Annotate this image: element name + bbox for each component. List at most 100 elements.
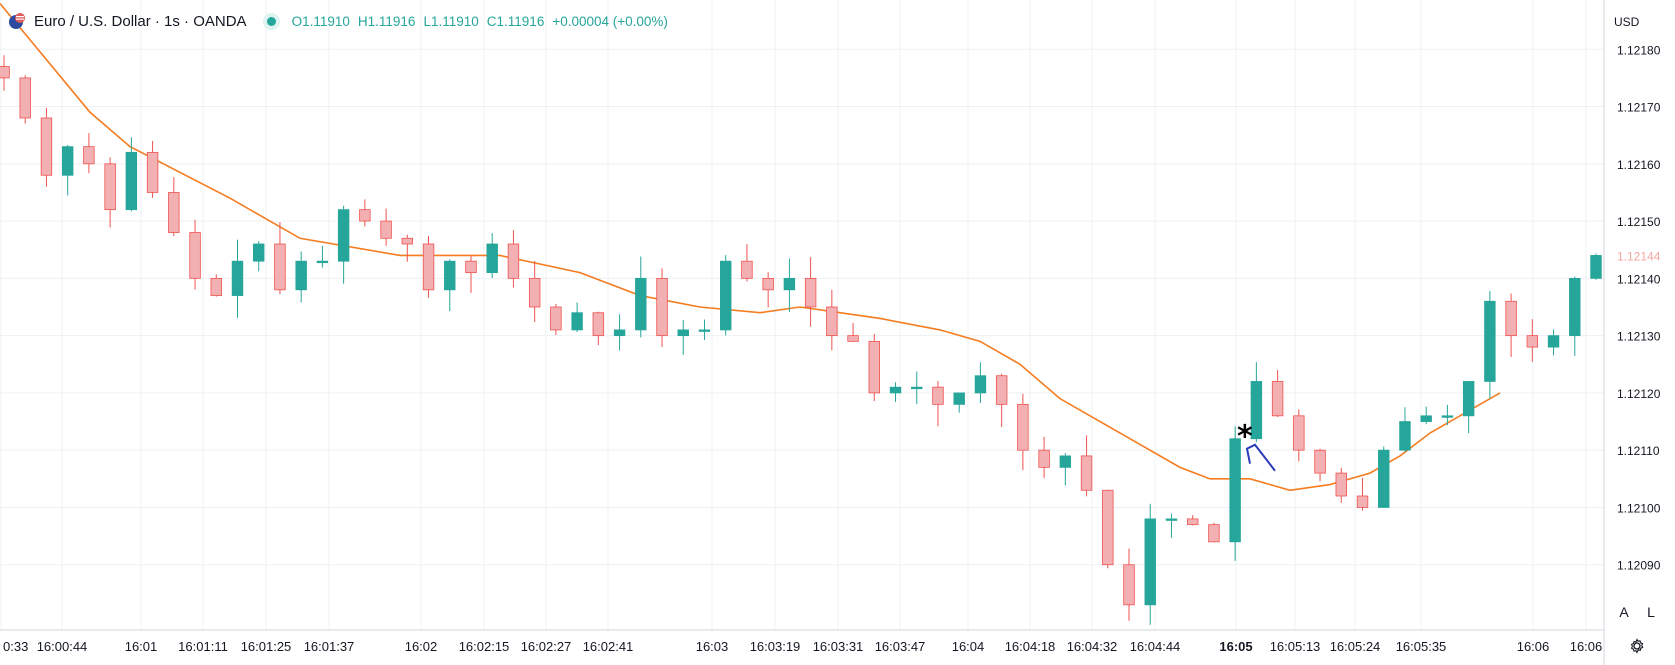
candle [210,274,222,297]
time-tick-label: 16:04:18 [1005,639,1056,654]
candle [1314,448,1326,482]
time-axis[interactable]: 0:33 16:00:44 16:01 16:01:11 16:01:25 16:01:3… [0,629,1604,654]
grid [0,0,1604,630]
candle [1123,548,1135,621]
candle-body [1420,415,1432,422]
candle-body [932,386,944,405]
candle-body [1314,449,1326,474]
candle [444,259,456,312]
candle [295,251,307,303]
candle [1569,276,1581,356]
candle [104,157,116,228]
price-axis[interactable]: 1.12180 1.12170 1.12160 1.12150 1.12140 1.121… [1603,0,1671,665]
candle [1484,290,1496,399]
candle-body [826,306,838,337]
low-label: L [423,13,431,29]
candle-body [189,232,201,279]
high-value: 1.11916 [367,13,416,29]
candle [762,272,774,308]
candle-body [1547,335,1560,348]
candle-body [783,277,796,291]
candle-body [1059,455,1072,468]
open-label: O [291,13,303,29]
price-tick-label: 1.12140 [1617,272,1661,286]
candle-body [316,260,329,264]
candle [83,133,95,174]
candle [316,245,329,268]
settings-gear-icon[interactable] [1626,635,1648,657]
candle [550,303,562,336]
candle-body [1250,381,1263,440]
candle-body [550,306,562,331]
log-scale-button[interactable]: L [1640,601,1662,623]
candle [465,255,477,293]
candle-body [911,386,923,390]
candle-body [444,260,456,291]
candle [359,199,371,227]
candle [1102,489,1114,569]
candle [337,205,350,284]
candle [974,362,987,404]
candle-body [847,335,859,342]
auto-scale-button[interactable]: A [1613,601,1635,623]
candle [571,302,583,332]
candle-body [762,277,774,291]
low-value: 1.11910 [430,13,479,29]
candle-body [19,77,31,119]
candle [189,219,201,290]
candle-body [0,66,10,79]
candle-body [1399,421,1411,451]
candle-body [1293,415,1305,451]
price-tick-label: 1.12180 [1617,43,1661,57]
currency-selector[interactable]: USD [1614,15,1640,29]
chart-header: Euro / U.S. Dollar · 1s · OANDA O 1.11910… [8,10,668,32]
candle [507,230,520,288]
time-tick-label: 16:06 [1570,639,1603,654]
symbol-title[interactable]: Euro / U.S. Dollar · 1s · OANDA [34,12,247,30]
candle-body [1271,381,1284,417]
candle-body [210,277,222,296]
moving-average-series [0,2,1501,492]
candle-body [1208,524,1220,543]
time-tick-label: 16:03 [696,639,729,654]
price-tick-label: 1.12090 [1617,559,1661,573]
candle-body [698,329,711,332]
candle [1165,513,1178,538]
time-tick-label: 16:02 [405,639,438,654]
price-tick-label: 1.12160 [1617,158,1661,172]
candle [380,208,392,246]
candle-body [465,260,477,274]
annotation-drawing[interactable]: * [1237,420,1276,472]
candle-body [1378,449,1390,508]
candle [932,381,944,427]
market-status-icon[interactable] [266,16,276,26]
time-tick-label: 16:01:25 [241,639,292,654]
candle [1208,522,1220,543]
candle-body [656,277,668,337]
candle [783,258,796,313]
candle-body [1526,335,1539,348]
candle-body [401,237,414,245]
time-tick-label: 0:33 [3,639,28,654]
candle-body [1038,449,1050,468]
price-tick-label: 1.12130 [1617,330,1661,344]
candle-body [953,392,965,405]
candle-body [168,192,180,233]
candle-body [1123,564,1135,606]
candle [1356,477,1369,511]
candle [592,311,605,346]
candle-body [61,146,74,176]
candle-body [146,151,159,193]
candle-body [635,277,647,331]
candle [1441,404,1454,426]
time-tick-label: 16:04:32 [1067,639,1118,654]
candle [1590,253,1602,280]
candle-body [1335,472,1347,497]
candle-body [40,117,53,176]
candle-body [974,375,987,394]
price-tick-label: 1.12120 [1617,387,1661,401]
candle [1526,319,1539,362]
time-tick-label: 16:00:44 [37,639,88,654]
time-tick-label: 16:04:44 [1130,639,1181,654]
